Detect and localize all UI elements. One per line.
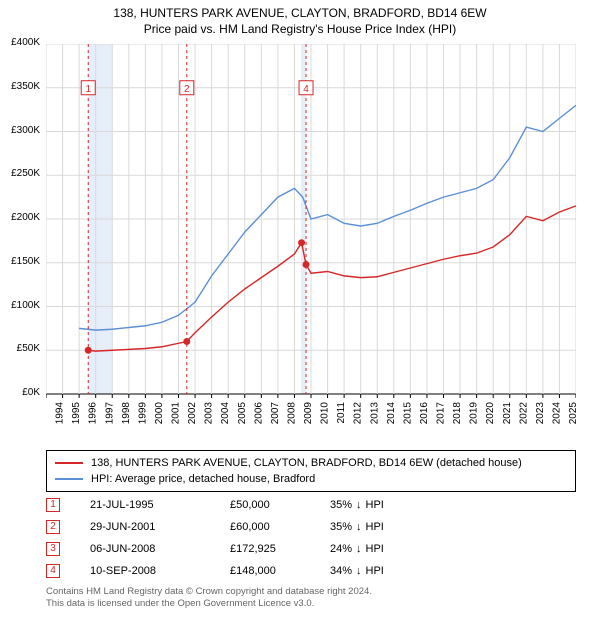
x-tick-label: 2006 bbox=[253, 402, 264, 425]
x-tick-label: 2007 bbox=[270, 402, 281, 425]
event-row: 1 21-JUL-1995£50,00035% ↓ HPI bbox=[46, 494, 576, 516]
arrow-down-icon: ↓ bbox=[356, 499, 362, 511]
x-tick-label: 2010 bbox=[320, 402, 331, 425]
event-diff: 24% ↓ HPI bbox=[330, 543, 440, 555]
event-marker: 2 bbox=[46, 520, 60, 534]
x-tick-label: 2012 bbox=[353, 402, 364, 425]
x-tick-label: 2015 bbox=[402, 402, 413, 425]
y-tick-label: £400K bbox=[11, 37, 40, 48]
marker-number: 1 bbox=[85, 84, 91, 95]
y-tick-label: £150K bbox=[11, 256, 40, 267]
x-tick-label: 2002 bbox=[187, 402, 198, 425]
x-tick-label: 2004 bbox=[220, 402, 231, 425]
x-tick-label: 1998 bbox=[121, 402, 132, 425]
event-price: £172,925 bbox=[230, 543, 330, 555]
event-marker: 3 bbox=[46, 542, 60, 556]
x-tick-label: 2021 bbox=[502, 402, 513, 425]
x-tick-label: 1993 bbox=[46, 402, 49, 425]
event-price: £50,000 bbox=[230, 499, 330, 511]
event-price: £60,000 bbox=[230, 521, 330, 533]
legend-swatch bbox=[55, 478, 83, 480]
y-tick-label: £0K bbox=[22, 387, 40, 398]
x-tick-label: 1999 bbox=[137, 402, 148, 425]
y-tick-label: £200K bbox=[11, 212, 40, 223]
x-tick-label: 2008 bbox=[286, 402, 297, 425]
event-marker: 1 bbox=[46, 498, 60, 512]
x-tick-label: 1995 bbox=[71, 402, 82, 425]
x-tick-label: 2019 bbox=[469, 402, 480, 425]
event-diff: 34% ↓ HPI bbox=[330, 565, 440, 577]
y-tick-label: £350K bbox=[11, 81, 40, 92]
legend-label: HPI: Average price, detached house, Brad… bbox=[91, 473, 315, 485]
event-diff-pct: 35% bbox=[330, 521, 352, 533]
event-diff-suffix: HPI bbox=[366, 521, 384, 533]
x-tick-label: 2005 bbox=[237, 402, 248, 425]
marker-point bbox=[298, 239, 305, 246]
x-tick-label: 2013 bbox=[369, 402, 380, 425]
x-tick-label: 2024 bbox=[551, 402, 562, 425]
x-tick-label: 1997 bbox=[104, 402, 115, 425]
marker-number: 4 bbox=[303, 84, 309, 95]
event-date: 21-JUL-1995 bbox=[90, 499, 230, 511]
x-tick-label: 2003 bbox=[204, 402, 215, 425]
chart-svg: 1993 1994 1995 1996 1997 1998 1999 2000 2001 2002… bbox=[46, 44, 576, 428]
x-tick-label: 2014 bbox=[386, 402, 397, 425]
event-diff: 35% ↓ HPI bbox=[330, 499, 440, 511]
x-tick-label: 2009 bbox=[303, 402, 314, 425]
title-line1: 138, HUNTERS PARK AVENUE, CLAYTON, BRADF… bbox=[0, 6, 600, 20]
events-table: 1 21-JUL-1995£50,00035% ↓ HPI 2 29-JUN-2001£6… bbox=[46, 494, 576, 582]
x-tick-label: 1996 bbox=[88, 402, 99, 425]
y-tick-labels: £0K£50K£100K£150K£200K£250K£300K£350K£40… bbox=[0, 44, 44, 394]
legend-row: HPI: Average price, detached house, Brad… bbox=[55, 471, 567, 487]
arrow-down-icon: ↓ bbox=[356, 565, 362, 577]
event-diff-suffix: HPI bbox=[366, 499, 384, 511]
event-row: 4 10-SEP-2008£148,00034% ↓ HPI bbox=[46, 560, 576, 582]
x-tick-label: 2023 bbox=[535, 402, 546, 425]
chart-container: 138, HUNTERS PARK AVENUE, CLAYTON, BRADF… bbox=[0, 0, 600, 620]
x-tick-label: 2018 bbox=[452, 402, 463, 425]
arrow-down-icon: ↓ bbox=[356, 543, 362, 555]
event-row: 3 06-JUN-2008£172,92524% ↓ HPI bbox=[46, 538, 576, 560]
footer: Contains HM Land Registry data © Crown c… bbox=[46, 586, 576, 611]
series-property bbox=[88, 206, 576, 351]
arrow-down-icon: ↓ bbox=[356, 521, 362, 533]
legend-row: 138, HUNTERS PARK AVENUE, CLAYTON, BRADF… bbox=[55, 455, 567, 471]
event-date: 29-JUN-2001 bbox=[90, 521, 230, 533]
titles: 138, HUNTERS PARK AVENUE, CLAYTON, BRADF… bbox=[0, 0, 600, 36]
marker-point bbox=[183, 338, 190, 345]
legend: 138, HUNTERS PARK AVENUE, CLAYTON, BRADF… bbox=[46, 450, 576, 492]
marker-point bbox=[85, 347, 92, 354]
event-diff-pct: 24% bbox=[330, 543, 352, 555]
x-tick-label: 2016 bbox=[419, 402, 430, 425]
event-row: 2 29-JUN-2001£60,00035% ↓ HPI bbox=[46, 516, 576, 538]
marker-point bbox=[303, 261, 310, 268]
event-price: £148,000 bbox=[230, 565, 330, 577]
event-diff-pct: 34% bbox=[330, 565, 352, 577]
event-diff-suffix: HPI bbox=[366, 565, 384, 577]
x-tick-label: 2022 bbox=[518, 402, 529, 425]
legend-swatch bbox=[55, 462, 83, 464]
footer-line1: Contains HM Land Registry data © Crown c… bbox=[46, 586, 576, 598]
x-tick-label: 2000 bbox=[154, 402, 165, 425]
legend-label: 138, HUNTERS PARK AVENUE, CLAYTON, BRADF… bbox=[91, 457, 522, 469]
event-date: 06-JUN-2008 bbox=[90, 543, 230, 555]
x-tick-label: 2025 bbox=[568, 402, 576, 425]
marker-number: 2 bbox=[184, 84, 190, 95]
event-diff-suffix: HPI bbox=[366, 543, 384, 555]
footer-line2: This data is licensed under the Open Gov… bbox=[46, 598, 576, 610]
y-tick-label: £50K bbox=[17, 343, 40, 354]
x-tick-label: 2001 bbox=[171, 402, 182, 425]
x-tick-label: 2011 bbox=[336, 402, 347, 424]
x-tick-label: 2017 bbox=[436, 402, 447, 425]
title-line2: Price paid vs. HM Land Registry's House … bbox=[0, 22, 600, 36]
y-tick-label: £250K bbox=[11, 168, 40, 179]
y-tick-label: £300K bbox=[11, 125, 40, 136]
x-tick-label: 1994 bbox=[55, 402, 66, 425]
event-marker: 4 bbox=[46, 564, 60, 578]
event-diff: 35% ↓ HPI bbox=[330, 521, 440, 533]
event-diff-pct: 35% bbox=[330, 499, 352, 511]
x-tick-label: 2020 bbox=[485, 402, 496, 425]
y-tick-label: £100K bbox=[11, 300, 40, 311]
event-date: 10-SEP-2008 bbox=[90, 565, 230, 577]
